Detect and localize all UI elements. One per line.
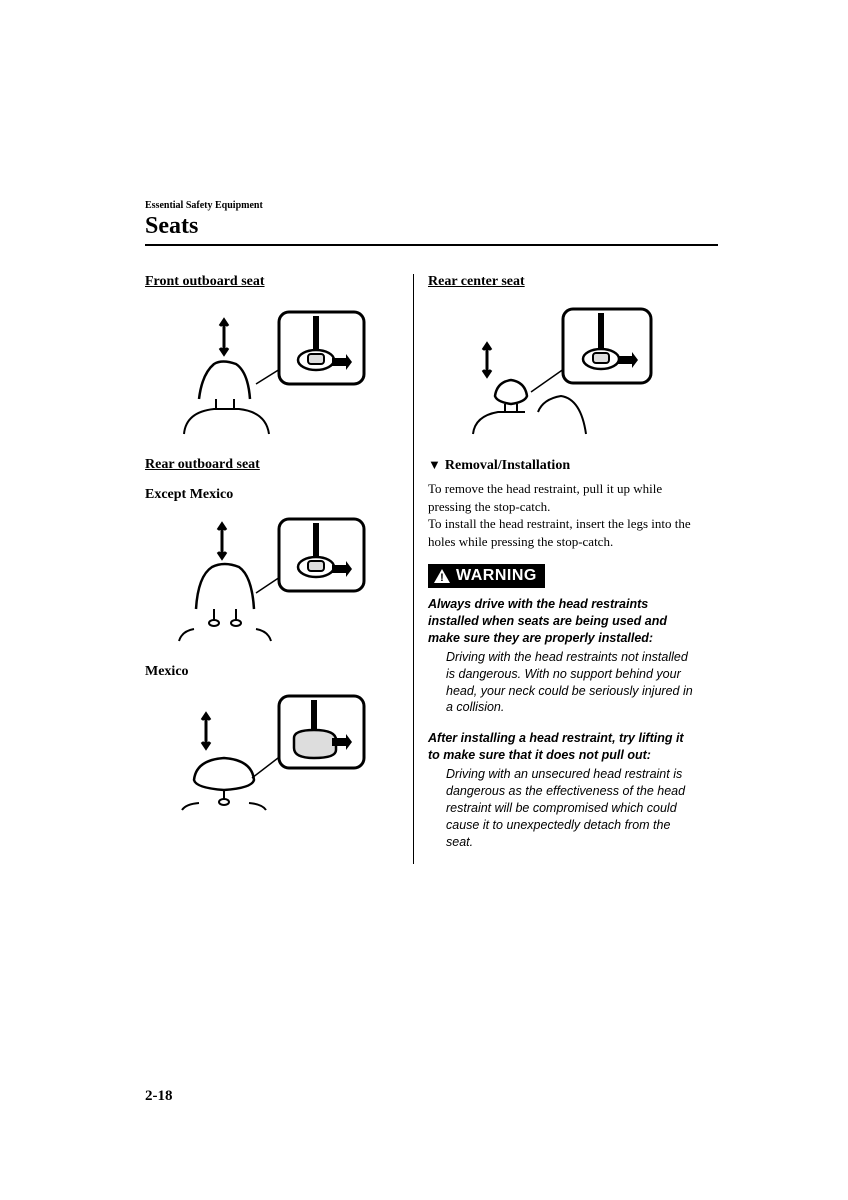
- warning-1-body: Driving with the head restraints not ins…: [428, 649, 698, 717]
- front-outboard-heading: Front outboard seat: [145, 274, 403, 290]
- topic-text: Removal/Installation: [445, 458, 570, 473]
- section-title: Seats: [145, 213, 718, 240]
- warning-triangle-icon: !: [433, 568, 451, 584]
- rear-outboard-mexico-diagram: [164, 688, 384, 813]
- warning-label: WARNING: [456, 567, 537, 585]
- chapter-label: Essential Safety Equipment: [145, 200, 718, 211]
- svg-text:!: !: [440, 572, 444, 584]
- rear-center-diagram: [453, 304, 673, 439]
- warning-2-body: Driving with an unsecured head restraint…: [428, 766, 698, 850]
- warning-1-lead: Always drive with the head restraints in…: [428, 596, 698, 647]
- warning-block-1: Always drive with the head restraints in…: [428, 596, 698, 716]
- warning-2-lead: After installing a head restraint, try l…: [428, 730, 698, 764]
- left-column: Front outboard seat R: [145, 274, 413, 864]
- page-header: Essential Safety Equipment Seats: [145, 200, 718, 246]
- manual-page: Essential Safety Equipment Seats Front o…: [0, 0, 848, 924]
- two-column-layout: Front outboard seat R: [145, 274, 718, 864]
- rear-center-heading: Rear center seat: [428, 274, 698, 290]
- mexico-label: Mexico: [145, 664, 403, 680]
- rear-outboard-heading: Rear outboard seat: [145, 457, 403, 473]
- removal-installation-heading: Removal/Installation: [428, 457, 698, 474]
- header-rule: [145, 244, 718, 246]
- page-number: 2-18: [145, 1088, 173, 1105]
- right-column: Rear center seat Remo: [413, 274, 698, 864]
- rear-outboard-except-mexico-diagram: [164, 511, 384, 646]
- warning-block-2: After installing a head restraint, try l…: [428, 730, 698, 850]
- front-outboard-diagram: [164, 304, 384, 439]
- except-mexico-label: Except Mexico: [145, 487, 403, 503]
- removal-body-text: To remove the head restraint, pull it up…: [428, 480, 698, 550]
- warning-badge: ! WARNING: [428, 564, 545, 588]
